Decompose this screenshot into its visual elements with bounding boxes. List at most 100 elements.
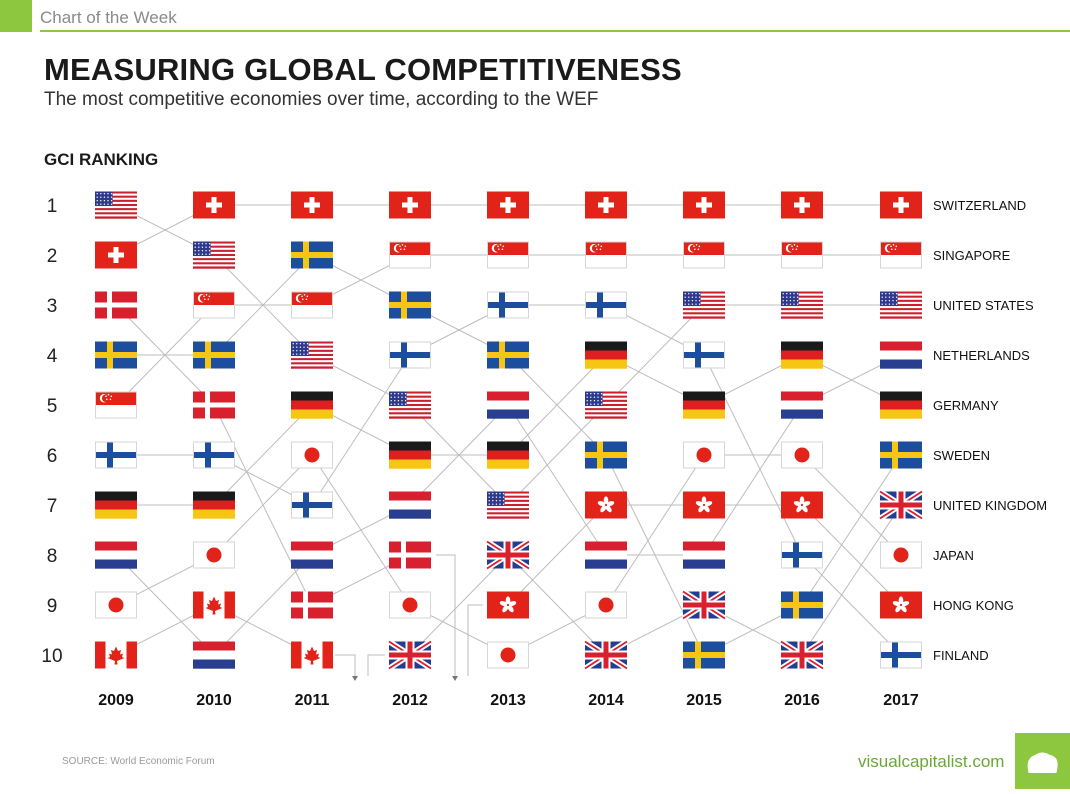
flag-FI-2011 [291,491,333,519]
rank-label: 3 [47,296,58,317]
flag-DK-2009 [95,291,137,319]
flag-CH-2015 [683,191,725,219]
rank-line-NL [507,404,607,556]
flag-FI-2016 [781,541,823,569]
exit-arrow [452,676,458,681]
flag-SE-2012 [389,291,431,319]
header-divider [40,30,1070,32]
flag-CA-2011 [291,641,333,669]
ranking-flags [95,191,924,671]
flag-DE-2010 [193,491,235,519]
flag-HK-2013 [487,591,529,619]
chart-title: MEASURING GLOBAL COMPETITIVENESS [44,52,682,87]
flag-GB-2013 [485,539,531,571]
brand-logo [1015,733,1070,789]
flag-SG-2015 [683,241,725,269]
flag-NL-2014 [585,541,627,569]
flag-CH-2012 [389,191,431,219]
flag-SG-2010 [193,291,235,319]
year-label: 2015 [686,692,722,709]
year-label: 2009 [98,692,134,709]
exit-line [467,604,483,676]
brand-link[interactable]: visualcapitalist.com [858,752,1005,771]
flag-US-2010 [193,241,235,269]
flag-GB-2014 [583,639,629,671]
flag-CA-2009 [95,641,137,669]
flag-US-2009 [95,191,137,219]
flag-US-2013 [487,491,529,519]
flag-SG-2016 [781,241,823,269]
flag-SG-2013 [487,241,529,269]
year-label: 2016 [784,692,820,709]
rank-line-SE [213,254,313,356]
flag-DE-2012 [389,441,431,469]
rank-label: 5 [47,396,58,417]
flag-JP-2009 [95,591,137,619]
country-label-HK: HONG KONG [933,598,1014,613]
rank-line-FI [801,554,902,656]
flag-CH-2009 [95,241,137,269]
flag-NL-2012 [389,491,431,519]
exit-line [367,654,385,676]
flag-SE-2009 [95,341,137,369]
flag-JP-2011 [291,441,333,469]
flag-FI-2012 [389,341,431,369]
rank-line-NL [409,404,509,506]
country-label-SG: SINGAPORE [933,248,1011,263]
country-label-FI: FINLAND [933,648,989,663]
flag-DE-2011 [291,391,333,419]
flag-SE-2013 [487,341,529,369]
flag-DK-2012 [389,541,431,569]
flag-CH-2013 [487,191,529,219]
flag-NL-2013 [487,391,529,419]
flag-DE-2009 [95,491,137,519]
flag-GB-2012 [387,639,433,671]
year-label: 2012 [392,692,428,709]
flag-GB-2015 [681,589,727,621]
flag-SE-2014 [585,441,627,469]
flag-JP-2013 [487,641,529,669]
flag-DE-2016 [781,341,823,369]
flag-FI-2015 [683,341,725,369]
flag-NL-2015 [683,541,725,569]
chart-subtitle: The most competitive economies over time… [44,89,599,110]
flag-JP-2014 [585,591,627,619]
rank-label: 8 [47,546,58,567]
rank-label: 9 [47,596,58,617]
year-label: 2014 [588,692,624,709]
flag-FI-2013 [487,291,529,319]
flag-CH-2014 [585,191,627,219]
flag-SE-2015 [683,641,725,669]
y-axis-label: GCI RANKING [44,150,159,169]
flag-CH-2016 [781,191,823,219]
flag-SE-2016 [781,591,823,619]
rank-line-HK [507,504,607,606]
flag-NL-2011 [291,541,333,569]
country-label-JP: JAPAN [933,548,974,563]
flag-HK-2016 [781,491,823,519]
rank-label: 7 [47,496,58,517]
rank-line-US [605,304,705,406]
flag-HK-2017 [880,591,922,619]
flag-SE-2011 [291,241,333,269]
rank-line-US [507,404,607,506]
flag-DK-2010 [193,391,235,419]
flag-GB-2016 [779,639,825,671]
rank-line-DE [213,404,313,506]
exit-line [436,554,456,676]
rank-label: 1 [47,196,58,217]
flag-JP-2017 [880,541,922,569]
rank-line-SE [801,454,902,606]
rank-label: 2 [47,246,58,267]
flag-US-2017 [880,291,922,319]
flag-US-2011 [291,341,333,369]
country-label-SE: SWEDEN [933,448,990,463]
flag-FI-2010 [193,441,235,469]
flag-SG-2012 [389,241,431,269]
flag-NL-2010 [193,641,235,669]
brand-tag-square [0,0,32,32]
ranking-chart: 1 2 3 4 5 6 7 8 9 10 2009 2010 2011 2012 2013 2014 2015 2… [41,191,1047,709]
rank-line-GB [507,554,607,656]
chart-text: 1 2 3 4 5 6 7 8 9 10 2009 2010 2011 2012 2013 2014 2015 2… [41,196,1047,709]
rank-line-NL [703,404,803,556]
